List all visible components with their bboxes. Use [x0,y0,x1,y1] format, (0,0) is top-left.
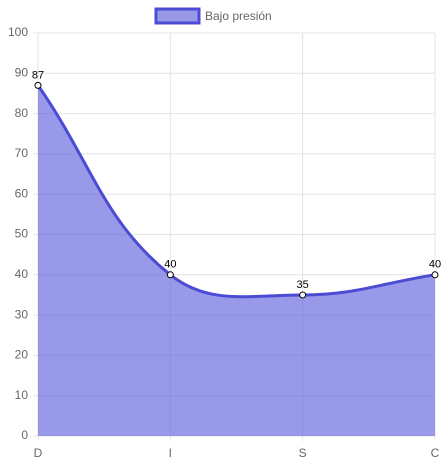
x-tick-label: D [34,446,43,460]
y-tick-label: 20 [15,348,29,362]
point [431,271,439,279]
y-tick-label: 0 [21,428,28,442]
line [36,84,436,299]
data-label: 40 [429,259,441,271]
legend-label: Bajo presión [205,9,272,23]
point [166,271,174,279]
y-tick-label: 70 [15,146,29,160]
y-tick-label: 100 [8,25,28,39]
x-tick-label: S [299,446,307,460]
area [38,85,435,436]
y-tick-label: 30 [15,307,29,321]
legend-swatch [154,7,201,25]
y-tick-label: 90 [15,65,29,79]
y-tick-label: 10 [15,388,29,402]
data-label: 87 [32,69,44,81]
x-tick-label: C [431,446,440,460]
y-tick-label: 80 [15,106,29,120]
point [34,81,42,89]
y-tick-label: 50 [15,227,29,241]
point [299,291,307,299]
x-tick-label: I [169,446,172,460]
data-label: 35 [297,279,309,291]
y-tick-label: 40 [15,267,29,281]
y-tick-label: 60 [15,186,29,200]
data-label: 40 [164,259,176,271]
